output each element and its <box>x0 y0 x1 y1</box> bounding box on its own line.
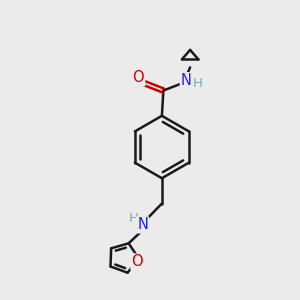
Text: O: O <box>133 70 144 85</box>
Text: H: H <box>192 77 202 90</box>
Text: H: H <box>129 212 139 225</box>
Text: N: N <box>137 218 148 232</box>
Text: O: O <box>131 254 143 269</box>
Text: N: N <box>181 73 192 88</box>
